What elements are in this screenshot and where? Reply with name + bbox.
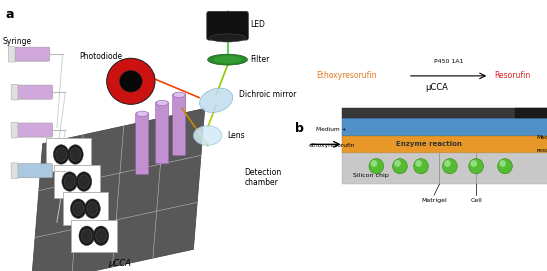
Text: Syringe: Syringe bbox=[3, 37, 32, 46]
Ellipse shape bbox=[79, 226, 95, 246]
Text: Detection
chamber: Detection chamber bbox=[245, 168, 282, 188]
Text: Matrigel: Matrigel bbox=[421, 198, 447, 203]
Ellipse shape bbox=[136, 111, 148, 117]
Text: P450 1A1: P450 1A1 bbox=[434, 59, 463, 64]
Text: Resorufin: Resorufin bbox=[494, 71, 531, 80]
Bar bbox=[342, 136, 547, 153]
Circle shape bbox=[443, 159, 457, 174]
FancyBboxPatch shape bbox=[62, 192, 108, 225]
FancyBboxPatch shape bbox=[8, 46, 15, 62]
Circle shape bbox=[414, 159, 428, 174]
Ellipse shape bbox=[208, 54, 247, 65]
Circle shape bbox=[393, 159, 408, 174]
Text: Lens: Lens bbox=[228, 131, 245, 140]
Ellipse shape bbox=[62, 172, 78, 191]
Ellipse shape bbox=[96, 229, 106, 243]
FancyBboxPatch shape bbox=[16, 123, 53, 137]
Circle shape bbox=[499, 160, 506, 167]
Polygon shape bbox=[135, 73, 155, 81]
Ellipse shape bbox=[93, 226, 109, 246]
Text: Enzyme reaction: Enzyme reaction bbox=[396, 141, 462, 147]
FancyBboxPatch shape bbox=[16, 164, 53, 178]
Circle shape bbox=[444, 160, 451, 167]
FancyBboxPatch shape bbox=[16, 85, 53, 99]
Circle shape bbox=[369, 159, 383, 174]
Ellipse shape bbox=[79, 175, 89, 188]
Ellipse shape bbox=[54, 145, 69, 164]
Text: ethoxyresorufin: ethoxyresorufin bbox=[309, 143, 355, 148]
Text: Silicon chip: Silicon chip bbox=[353, 173, 388, 178]
FancyBboxPatch shape bbox=[71, 220, 117, 252]
Text: Dichroic mirror: Dichroic mirror bbox=[239, 90, 296, 99]
Ellipse shape bbox=[73, 202, 84, 215]
Ellipse shape bbox=[76, 172, 92, 191]
Circle shape bbox=[394, 160, 401, 167]
FancyBboxPatch shape bbox=[11, 122, 18, 138]
Polygon shape bbox=[31, 108, 205, 271]
Bar bbox=[342, 108, 547, 118]
Text: resorufin: resorufin bbox=[537, 149, 547, 153]
Circle shape bbox=[371, 160, 377, 167]
Ellipse shape bbox=[71, 199, 86, 218]
Bar bbox=[342, 118, 547, 136]
Ellipse shape bbox=[209, 34, 246, 42]
Text: Cell: Cell bbox=[470, 198, 482, 203]
Circle shape bbox=[107, 58, 155, 104]
Ellipse shape bbox=[173, 92, 185, 98]
Ellipse shape bbox=[200, 88, 232, 112]
Ellipse shape bbox=[56, 148, 67, 161]
FancyBboxPatch shape bbox=[54, 165, 100, 198]
Text: Filter: Filter bbox=[251, 55, 270, 64]
Ellipse shape bbox=[70, 148, 81, 161]
FancyBboxPatch shape bbox=[155, 102, 168, 164]
FancyBboxPatch shape bbox=[207, 11, 248, 40]
Bar bbox=[342, 153, 547, 184]
FancyBboxPatch shape bbox=[11, 84, 18, 100]
Ellipse shape bbox=[156, 100, 168, 106]
Ellipse shape bbox=[67, 145, 83, 164]
FancyBboxPatch shape bbox=[11, 163, 18, 179]
FancyBboxPatch shape bbox=[136, 113, 149, 175]
Circle shape bbox=[119, 70, 142, 92]
Circle shape bbox=[470, 160, 477, 167]
Circle shape bbox=[498, 159, 513, 174]
FancyBboxPatch shape bbox=[13, 47, 50, 61]
Circle shape bbox=[469, 159, 484, 174]
Circle shape bbox=[415, 160, 422, 167]
FancyBboxPatch shape bbox=[173, 94, 186, 156]
Text: Medium +: Medium + bbox=[316, 127, 347, 132]
Text: μCCA: μCCA bbox=[425, 83, 448, 92]
FancyBboxPatch shape bbox=[45, 138, 91, 171]
Ellipse shape bbox=[87, 202, 98, 215]
Text: Medium: Medium bbox=[537, 135, 547, 140]
Text: a: a bbox=[5, 8, 14, 21]
Text: LED: LED bbox=[251, 20, 265, 29]
Ellipse shape bbox=[194, 126, 222, 145]
Text: b: b bbox=[295, 122, 304, 135]
Text: Photodiode: Photodiode bbox=[80, 52, 123, 62]
Ellipse shape bbox=[82, 229, 92, 243]
Bar bbox=[515, 108, 547, 118]
Ellipse shape bbox=[85, 199, 100, 218]
Text: μCCA: μCCA bbox=[108, 259, 131, 268]
Ellipse shape bbox=[213, 56, 242, 63]
Ellipse shape bbox=[65, 175, 75, 188]
Text: Ethoxyresorufin: Ethoxyresorufin bbox=[316, 71, 376, 80]
